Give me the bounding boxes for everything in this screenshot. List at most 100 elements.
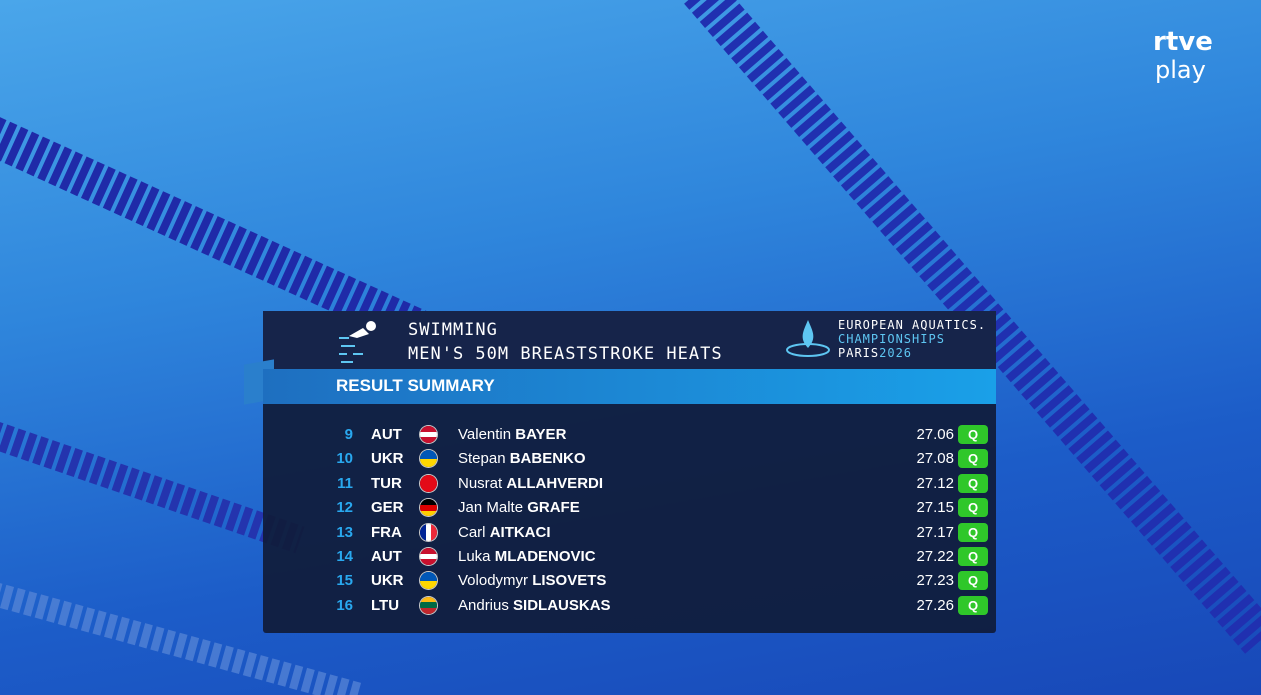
event-name: MEN'S 50M BREASTSTROKE HEATS: [408, 344, 723, 364]
result-row: 12 GER Jan Malte GRAFE 27.15 Q: [263, 496, 996, 520]
first-name: Carl: [458, 523, 486, 541]
flag-stripe: [420, 510, 437, 517]
result-row: 14 AUT Luka MLADENOVIC 27.22 Q: [263, 545, 996, 569]
flag: [420, 572, 437, 590]
organizer-line1: EUROPEAN AQUATICS.: [838, 318, 987, 332]
flag-stripe: [420, 596, 437, 603]
flag: [420, 596, 437, 614]
flag: [420, 523, 437, 541]
rank: 9: [344, 426, 353, 443]
first-name: Nusrat: [458, 474, 503, 492]
country: AUT: [371, 426, 402, 443]
time: 27.22: [916, 548, 954, 565]
last-name: SIDLAUSKAS: [513, 596, 611, 614]
rank: 11: [337, 474, 353, 492]
rank: 13: [336, 523, 353, 541]
athlete-name: Jan Malte GRAFE: [458, 499, 580, 516]
last-name: BABENKO: [509, 450, 586, 468]
athlete-name: Carl AITKACI: [458, 524, 551, 541]
flag-stripe: [420, 431, 437, 438]
athlete-name: Andrius SIDLAUSKAS: [458, 597, 611, 614]
sport-name: SWIMMING: [408, 320, 498, 340]
flag-stripe: [420, 458, 437, 468]
rank: 14: [336, 548, 353, 565]
qualifier-badge: Q: [958, 425, 988, 444]
rank: 16: [336, 596, 353, 614]
first-name: Andrius: [458, 596, 509, 614]
qualifier-badge: Q: [958, 498, 988, 518]
flag: [420, 426, 437, 443]
time: 27.26: [916, 596, 954, 614]
athlete-name: Luka MLADENOVIC: [458, 548, 596, 565]
country: TUR: [371, 474, 402, 492]
flag-stripe: [420, 499, 437, 505]
flag-stripe: [431, 523, 437, 541]
section-title: RESULT SUMMARY: [336, 376, 495, 395]
flag-stripe: [420, 572, 437, 581]
first-name: Volodymyr: [458, 572, 529, 590]
first-name: Valentin: [458, 426, 512, 443]
year: 2026: [879, 346, 913, 360]
country: FRA: [371, 523, 402, 541]
time: 27.17: [916, 523, 954, 541]
city: PARIS: [838, 346, 880, 360]
qualifier-badge: Q: [958, 595, 988, 615]
panel-header: [263, 311, 996, 369]
country: GER: [371, 499, 404, 517]
last-name: AITKACI: [489, 523, 551, 541]
organizer-line3: PARIS2026: [838, 346, 912, 360]
section-band: [263, 369, 996, 404]
time: 27.08: [916, 450, 954, 468]
country: UKR: [371, 450, 404, 468]
rank: 15: [336, 572, 353, 590]
result-row: 13 FRA Carl AITKACI 27.17 Q: [263, 521, 996, 545]
flag-stripe: [420, 553, 437, 560]
flag: [420, 499, 437, 517]
flag-stripe: [420, 602, 437, 609]
first-name: Luka: [458, 548, 491, 565]
athlete-name: Nusrat ALLAHVERDI: [458, 475, 603, 492]
qualifier-badge: Q: [958, 473, 988, 493]
logo-top: rtve: [1153, 27, 1213, 57]
logo-bottom: play: [1155, 56, 1206, 84]
event-logo: [786, 320, 830, 357]
qualifier-badge: Q: [958, 449, 988, 469]
flag-stripe: [420, 474, 437, 492]
result-row: 9 AUT Valentin BAYER 27.06 Q: [263, 423, 996, 447]
time: 27.12: [916, 474, 954, 492]
last-name: BAYER: [515, 426, 567, 443]
flag-stripe: [420, 580, 437, 590]
last-name: MLADENOVIC: [494, 548, 596, 565]
flag-stripe: [420, 504, 437, 511]
flag-stripe: [420, 426, 437, 432]
time: 27.23: [916, 572, 954, 590]
flag-stripe: [420, 548, 437, 554]
flag-stripe: [420, 559, 437, 565]
country: LTU: [371, 596, 400, 614]
result-row: 10 UKR Stepan BABENKO 27.08 Q: [263, 447, 996, 471]
rank: 12: [336, 499, 353, 517]
country: UKR: [371, 572, 404, 590]
organizer-line2: CHAMPIONSHIPS: [838, 332, 945, 346]
swim-icon: [339, 321, 376, 363]
first-name: Stepan: [458, 450, 506, 468]
qualifier-badge: Q: [958, 571, 988, 591]
flag-stripe: [420, 450, 437, 459]
flag-stripe: [420, 608, 437, 614]
result-row: 16 LTU Andrius SIDLAUSKAS 27.26 Q: [263, 594, 996, 618]
result-row: 15 UKR Volodymyr LISOVETS 27.23 Q: [263, 569, 996, 593]
first-name: Jan Malte: [458, 499, 524, 517]
last-name: GRAFE: [527, 499, 580, 517]
last-name: ALLAHVERDI: [506, 474, 604, 492]
flag: [420, 474, 437, 492]
last-name: LISOVETS: [532, 572, 607, 590]
rank: 10: [336, 450, 353, 468]
result-row: 11 TUR Nusrat ALLAHVERDI 27.12 Q: [263, 472, 996, 496]
qualifier-badge: Q: [958, 522, 988, 542]
flag-stripe: [425, 523, 432, 541]
flag: [420, 548, 437, 565]
qualifier-badge: Q: [958, 547, 988, 566]
flag: [420, 450, 437, 468]
